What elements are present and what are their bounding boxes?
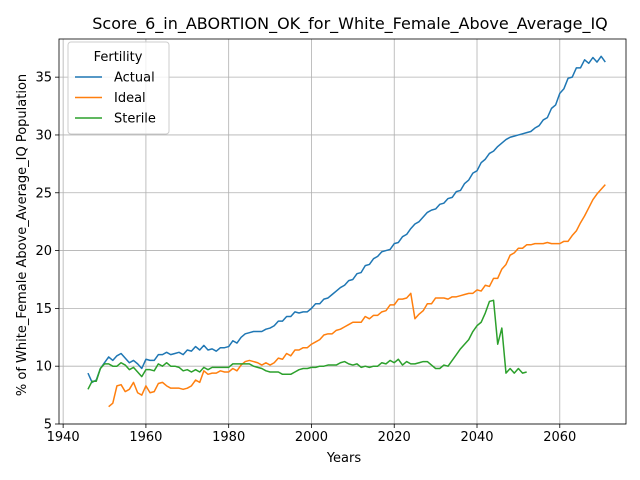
x-tick-label: 2020	[378, 430, 411, 445]
series-line-sterile	[87, 299, 527, 390]
series-layer	[87, 55, 606, 408]
x-tick-label: 2000	[295, 430, 328, 445]
legend: Fertility Actual Ideal Sterile	[67, 41, 170, 135]
y-tick-label: 35	[35, 71, 52, 86]
x-tick-label: 2040	[460, 430, 493, 445]
grid	[59, 39, 626, 425]
x-tick-label: 1940	[47, 430, 80, 445]
y-tick-label: 30	[35, 128, 52, 143]
legend-title: Fertility	[94, 50, 143, 65]
y-tick-label: 15	[35, 302, 52, 317]
y-tick-label: 5	[44, 418, 52, 433]
y-tick-label: 10	[35, 360, 52, 375]
y-axis: 5 10 15 20 25 30 35	[35, 71, 59, 433]
series-line-ideal	[108, 184, 606, 408]
legend-box	[67, 41, 170, 135]
x-tick-label: 1960	[129, 430, 162, 445]
x-axis-label: Years	[326, 451, 362, 466]
series-line-actual	[87, 55, 606, 384]
x-tick-label: 1980	[212, 430, 245, 445]
x-axis: 1940 1960 1980 2000 2020 2040 2060	[47, 424, 576, 445]
x-tick-label: 2060	[543, 430, 576, 445]
legend-items: Actual Ideal Sterile	[75, 71, 156, 127]
chart-title: Score_6_in_ABORTION_OK_for_White_Female_…	[92, 14, 608, 34]
y-axis-label: % of White_Female Above_Average_IQ Popul…	[15, 74, 30, 396]
legend-label-ideal: Ideal	[114, 91, 146, 106]
axes-frame	[58, 38, 627, 425]
legend-label-actual: Actual	[114, 71, 155, 86]
y-tick-label: 25	[35, 186, 52, 201]
legend-label-sterile: Sterile	[114, 112, 156, 127]
y-tick-label: 20	[35, 244, 52, 259]
